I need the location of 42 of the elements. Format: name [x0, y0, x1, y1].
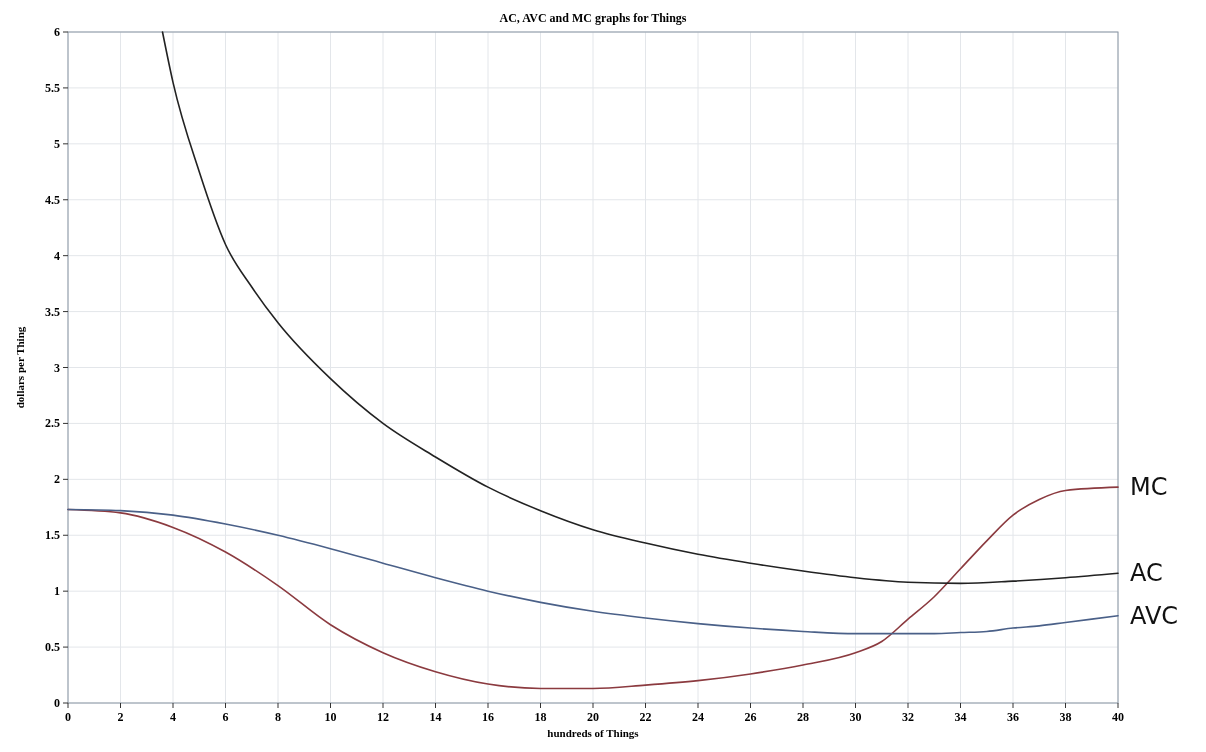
x-tick-label: 26 [744, 710, 757, 724]
y-tick-label: 1 [54, 584, 60, 599]
x-tick-label: 12 [377, 710, 389, 724]
x-tick-label: 30 [849, 710, 862, 724]
series-label: AC [1130, 559, 1163, 588]
y-tick-label: 5.5 [45, 80, 60, 95]
line-series [67, 508, 1119, 635]
y-tick-label: 3.5 [45, 304, 60, 319]
chart-title: AC, AVC and MC graphs for Things [499, 11, 687, 25]
x-tick-label: 36 [1007, 710, 1019, 724]
x-tick-label: 38 [1059, 710, 1072, 724]
x-tick-label: 6 [222, 710, 229, 724]
line-series [161, 31, 1119, 585]
series-label: MC [1130, 473, 1168, 502]
y-tick-label: 2 [54, 472, 60, 487]
y-tick-label: 1.5 [45, 528, 60, 543]
y-tick-label: 2.5 [45, 416, 60, 431]
x-tick-label: 14 [429, 710, 442, 724]
x-tick-label: 20 [587, 710, 599, 724]
y-tick-label: 4 [54, 248, 60, 263]
x-tick-label: 16 [482, 710, 494, 724]
y-axis-title: dollars per Thing [14, 326, 26, 409]
y-tick-label: 6 [54, 25, 60, 39]
x-tick-label: 10 [324, 710, 337, 724]
x-axis-title: hundreds of Things [547, 727, 640, 739]
x-tick-label: 2 [117, 710, 124, 724]
y-tick-label: 0.5 [45, 640, 60, 655]
x-tick-label: 18 [534, 710, 547, 724]
series-label: AVC [1130, 601, 1179, 630]
y-tick-label: 3 [54, 360, 60, 375]
x-tick-label: 34 [954, 710, 967, 724]
x-tick-label: 24 [692, 710, 704, 724]
x-tick-label: 32 [902, 710, 914, 724]
y-tick-label: 5 [54, 136, 60, 151]
x-tick-label: 0 [65, 710, 71, 724]
x-tick-label: 28 [797, 710, 809, 724]
x-tick-label: 4 [170, 710, 176, 724]
x-tick-label: 8 [275, 710, 281, 724]
x-tick-label: 22 [639, 710, 652, 724]
y-tick-label: 0 [54, 696, 60, 710]
x-tick-label: 40 [1112, 710, 1124, 724]
y-tick-label: 4.5 [45, 192, 60, 207]
